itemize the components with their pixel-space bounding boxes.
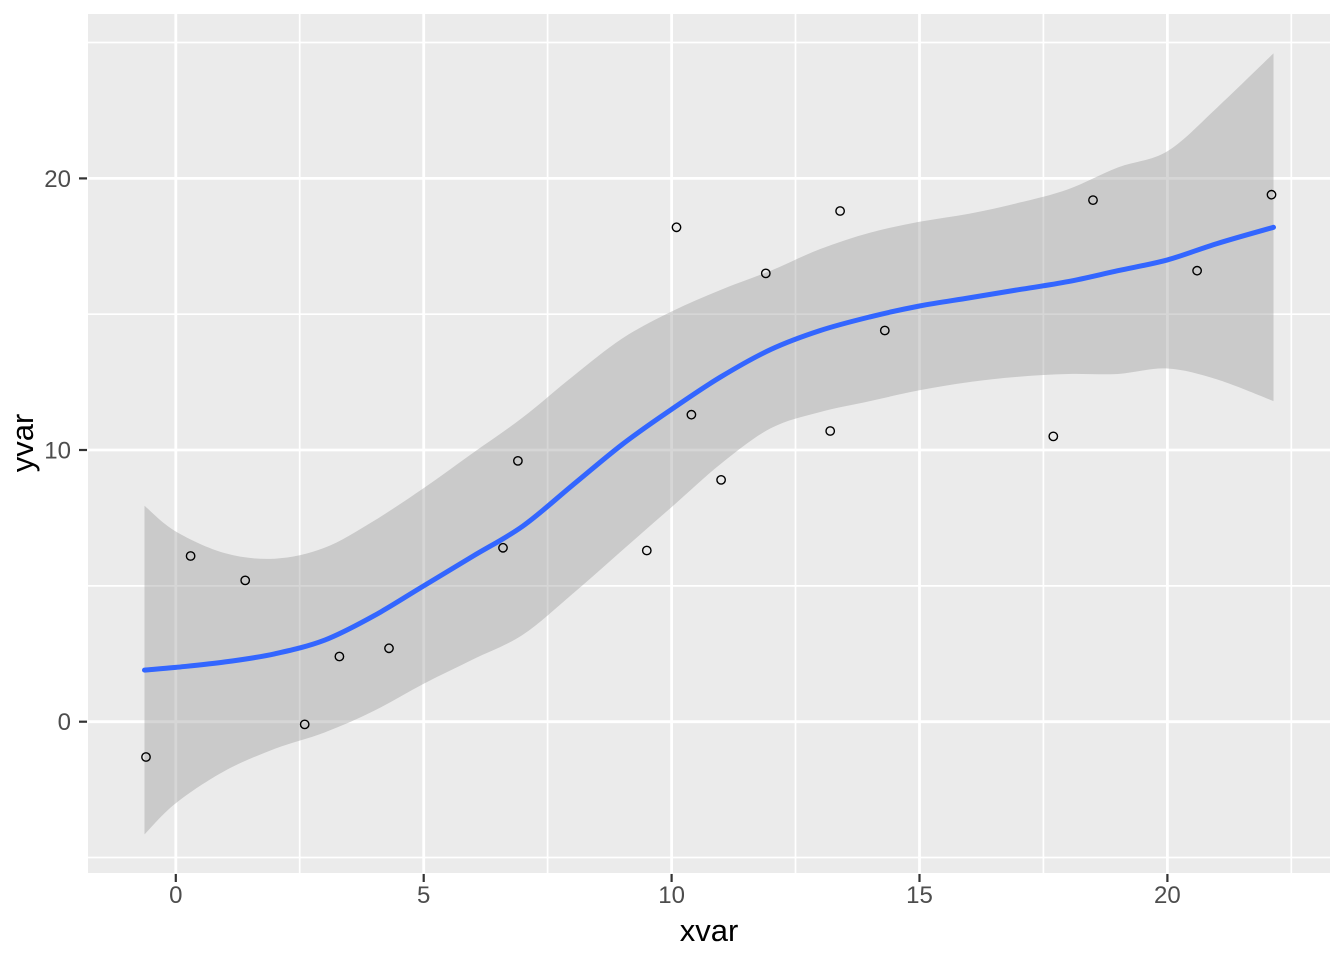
data-point	[384, 643, 394, 654]
minor-gridlines	[88, 14, 1330, 873]
x-tick-label: 20	[1154, 882, 1181, 909]
data-point	[299, 719, 310, 730]
data-point	[671, 222, 682, 233]
data-point	[716, 474, 726, 485]
data-point	[1192, 265, 1203, 276]
data-point	[1088, 195, 1098, 206]
data-point	[185, 551, 196, 561]
y-tick-label: 10	[44, 438, 71, 465]
data-point	[498, 542, 508, 553]
confidence-band	[144, 53, 1274, 835]
data-point	[686, 409, 697, 420]
x-tick-label: 15	[906, 882, 933, 909]
x-tick-label: 10	[658, 882, 685, 909]
data-point	[141, 752, 151, 762]
major-gridlines	[88, 14, 1330, 873]
data-point	[825, 426, 836, 436]
data-point	[1048, 431, 1059, 442]
data-point	[240, 575, 251, 586]
data-point	[760, 268, 771, 279]
x-axis-title: xvar	[680, 913, 739, 948]
data-points	[141, 189, 1277, 762]
data-point	[334, 651, 345, 662]
y-tick-label: 0	[58, 709, 71, 736]
panel-background	[88, 14, 1330, 873]
x-tick-label: 0	[169, 882, 182, 909]
data-point	[835, 206, 845, 216]
data-point	[1266, 189, 1277, 200]
y-axis-title: yvar	[5, 414, 40, 473]
confidence-band-area	[144, 53, 1274, 835]
data-point	[641, 545, 652, 556]
smooth-line-path	[142, 224, 1276, 673]
x-tick-label: 5	[417, 882, 430, 909]
data-point	[879, 325, 890, 336]
y-axis: 0 10 20	[44, 166, 87, 736]
data-point	[513, 455, 523, 466]
x-axis: 0 5 10 15 20	[169, 874, 1181, 909]
y-tick-label: 20	[44, 166, 71, 193]
smooth-line	[142, 224, 1276, 673]
